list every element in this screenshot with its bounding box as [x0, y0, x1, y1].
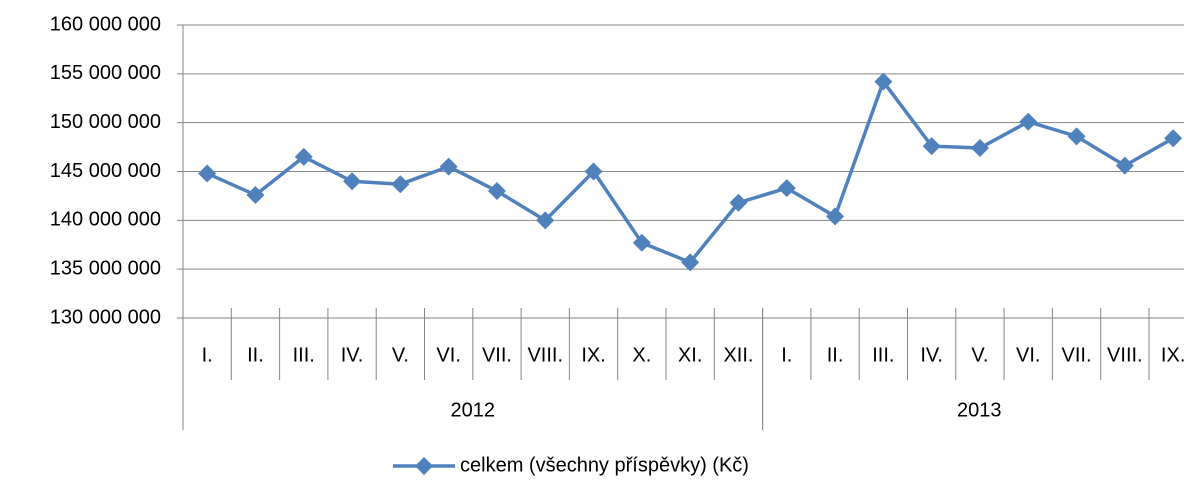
legend-label: celkem (všechny příspěvky) (Kč) [460, 454, 749, 476]
data-point [198, 164, 217, 183]
x-tick-label: XII. [723, 344, 753, 366]
y-tick-label: 135 000 000 [50, 257, 161, 279]
legend-marker [415, 457, 433, 475]
y-tick-label: 130 000 000 [50, 306, 161, 328]
x-tick-label: XI. [678, 344, 702, 366]
x-tick-label: IX. [1161, 344, 1184, 366]
x-tick-label: I. [202, 344, 213, 366]
data-point [391, 175, 410, 194]
x-tick-label: VII. [482, 344, 512, 366]
data-point [874, 72, 893, 91]
data-point [970, 139, 989, 158]
data-point [729, 193, 748, 212]
data-point [584, 162, 603, 181]
x-tick-label: VIII. [527, 344, 563, 366]
data-point [1164, 129, 1183, 148]
x-tick-label: III. [293, 344, 315, 366]
x-tick-label: II. [247, 344, 264, 366]
x-tick-label: II. [827, 344, 844, 366]
data-point [246, 185, 265, 204]
y-tick-label: 145 000 000 [50, 160, 161, 182]
data-point [681, 253, 700, 272]
y-tick-label: 155 000 000 [50, 62, 161, 84]
x-group-label: 2012 [451, 399, 496, 421]
data-point [487, 182, 506, 201]
x-tick-label: VI. [436, 344, 460, 366]
data-point [777, 179, 796, 198]
data-point [536, 211, 555, 230]
data-point [1115, 156, 1134, 175]
data-point [1019, 112, 1038, 131]
data-point [343, 172, 362, 191]
data-point [922, 137, 941, 156]
data-point [294, 147, 313, 166]
x-tick-label: VI. [1016, 344, 1040, 366]
data-point [439, 157, 458, 176]
x-tick-label: V. [392, 344, 409, 366]
y-tick-label: 160 000 000 [50, 13, 161, 35]
data-point [826, 207, 845, 226]
x-tick-label: VIII. [1107, 344, 1143, 366]
x-tick-label: IV. [341, 344, 364, 366]
x-tick-label: III. [872, 344, 894, 366]
x-tick-label: X. [632, 344, 651, 366]
data-point [632, 233, 651, 252]
y-tick-label: 140 000 000 [50, 209, 161, 231]
y-tick-label: 150 000 000 [50, 111, 161, 133]
x-tick-label: IX. [581, 344, 605, 366]
data-point [1067, 127, 1086, 146]
x-tick-label: V. [971, 344, 988, 366]
x-tick-label: IV. [920, 344, 943, 366]
x-tick-label: VII. [1062, 344, 1092, 366]
x-group-label: 2013 [957, 399, 1002, 421]
x-tick-label: I. [781, 344, 792, 366]
